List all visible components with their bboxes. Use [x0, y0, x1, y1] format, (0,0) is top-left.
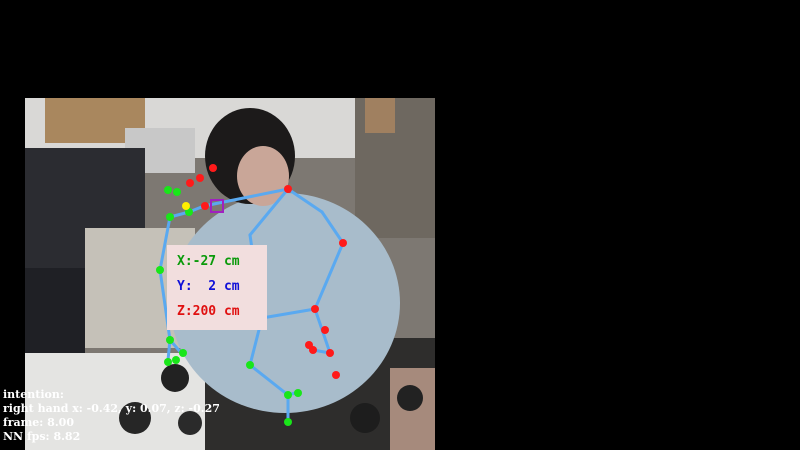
nn-fps: NN fps: 8.82 [3, 430, 81, 443]
right-hand-position: right hand x: -0.42, y: 0.07, z: -0.27 [3, 402, 220, 415]
coordinate-readout: X:-27 cm Y: 2 cm Z:200 cm [167, 245, 267, 330]
y-coordinate: Y: 2 cm [177, 279, 240, 294]
status-hud: intention: right hand x: -0.42, y: 0.07,… [3, 388, 220, 444]
intention-label: intention: [3, 388, 64, 401]
z-coordinate: Z:200 cm [177, 304, 240, 319]
x-coordinate: X:-27 cm [177, 254, 240, 269]
frame-counter: frame: 8.00 [3, 416, 74, 429]
